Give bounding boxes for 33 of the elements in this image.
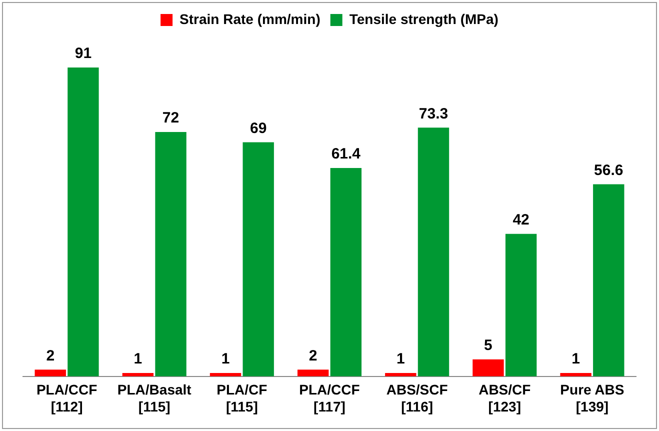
data-label: 42 bbox=[512, 211, 530, 228]
data-label: 1 bbox=[396, 350, 405, 368]
data-label: 72 bbox=[162, 110, 180, 127]
bar bbox=[418, 128, 450, 376]
bar bbox=[472, 359, 504, 376]
x-tick-label: ABS/SCF [116] bbox=[386, 382, 448, 414]
data-label: 69 bbox=[250, 120, 267, 137]
bar bbox=[593, 184, 624, 376]
x-tick-label: PLA/CCF [112] bbox=[36, 382, 98, 414]
data-label: 73.3 bbox=[418, 105, 448, 122]
data-label: 56.6 bbox=[594, 162, 624, 179]
data-label: 1 bbox=[572, 350, 580, 368]
data-label: 91 bbox=[74, 45, 92, 62]
x-tick-label: ABS/CF [123] bbox=[478, 382, 532, 414]
data-label: 5 bbox=[484, 337, 492, 354]
bar bbox=[330, 168, 362, 376]
data-label: 2 bbox=[308, 347, 318, 364]
x-tick-label: PLA/Basalt [115] bbox=[117, 382, 192, 414]
bar bbox=[68, 68, 99, 376]
bar bbox=[297, 370, 329, 376]
data-label: 1 bbox=[134, 350, 142, 368]
bar bbox=[34, 370, 66, 376]
legend-label: Tensile strength (MPa) bbox=[349, 10, 498, 27]
data-label: 61.4 bbox=[331, 146, 362, 163]
bar bbox=[155, 132, 186, 376]
bar bbox=[505, 234, 537, 376]
x-tick-label: Pure ABS [139] bbox=[560, 382, 624, 414]
x-tick-label: PLA/CF [115] bbox=[216, 382, 268, 414]
data-label: 1 bbox=[221, 350, 230, 368]
legend-label: Strain Rate (mm/min) bbox=[180, 10, 320, 27]
x-tick-label: PLA/CCF [117] bbox=[299, 382, 360, 414]
bar bbox=[242, 142, 274, 376]
data-label: 2 bbox=[46, 347, 55, 364]
